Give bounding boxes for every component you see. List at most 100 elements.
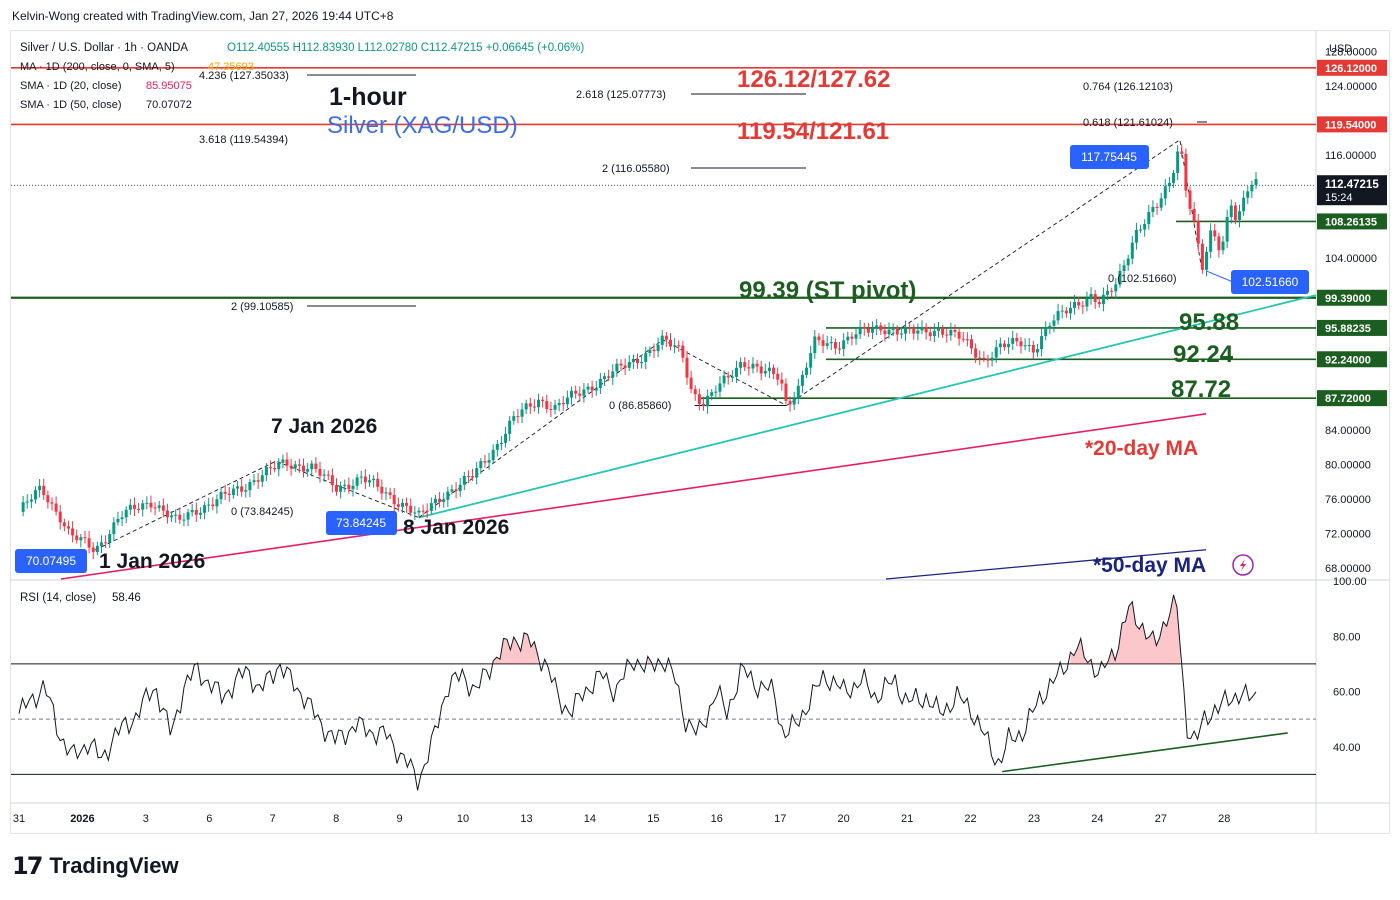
- candle[interactable]: [800, 374, 804, 386]
- candle[interactable]: [1052, 320, 1056, 326]
- candle[interactable]: [1081, 305, 1085, 307]
- price-tag[interactable]: [1317, 289, 1387, 306]
- candle[interactable]: [1035, 349, 1039, 353]
- candle[interactable]: [1242, 197, 1246, 212]
- candle[interactable]: [137, 508, 141, 510]
- callout-low-jan1[interactable]: 70.07495: [15, 549, 87, 573]
- candle[interactable]: [1184, 153, 1188, 191]
- candle[interactable]: [994, 347, 998, 358]
- candle[interactable]: [384, 492, 388, 494]
- candle[interactable]: [1118, 270, 1122, 285]
- candle[interactable]: [504, 433, 508, 443]
- candle[interactable]: [644, 353, 648, 363]
- candle[interactable]: [701, 403, 705, 407]
- candle[interactable]: [718, 383, 722, 392]
- candle[interactable]: [46, 495, 50, 503]
- candle[interactable]: [285, 459, 289, 466]
- candle[interactable]: [1233, 205, 1237, 220]
- candle[interactable]: [95, 545, 99, 553]
- candle[interactable]: [417, 510, 421, 513]
- candle[interactable]: [42, 485, 46, 496]
- candle[interactable]: [318, 468, 322, 476]
- candle[interactable]: [1027, 345, 1031, 347]
- candle[interactable]: [409, 505, 413, 513]
- candle[interactable]: [714, 391, 718, 393]
- candle[interactable]: [79, 537, 83, 541]
- candle[interactable]: [1122, 265, 1126, 271]
- candle[interactable]: [871, 328, 875, 333]
- candle[interactable]: [668, 339, 672, 347]
- candle[interactable]: [730, 376, 734, 378]
- callout-low[interactable]: 102.51660: [1231, 270, 1309, 294]
- candle[interactable]: [405, 502, 409, 506]
- candle[interactable]: [1064, 310, 1068, 314]
- candle[interactable]: [1019, 341, 1023, 347]
- candle[interactable]: [862, 326, 866, 329]
- candle[interactable]: [182, 519, 186, 521]
- candle[interactable]: [813, 336, 817, 354]
- candle[interactable]: [920, 326, 924, 331]
- ma20-line[interactable]: [60, 413, 1207, 580]
- candle[interactable]: [165, 510, 169, 518]
- candle[interactable]: [883, 330, 887, 335]
- candle[interactable]: [953, 329, 957, 332]
- candle[interactable]: [982, 357, 986, 359]
- price-tag[interactable]: [1317, 319, 1387, 336]
- candle[interactable]: [128, 504, 132, 510]
- candle[interactable]: [545, 401, 549, 410]
- candle[interactable]: [310, 463, 314, 470]
- candle[interactable]: [615, 363, 619, 372]
- candle[interactable]: [1031, 345, 1035, 353]
- candle[interactable]: [747, 367, 751, 369]
- candle[interactable]: [1048, 325, 1052, 328]
- candle[interactable]: [186, 512, 190, 520]
- candle[interactable]: [425, 510, 429, 512]
- candle[interactable]: [236, 486, 240, 489]
- candle[interactable]: [912, 329, 916, 334]
- candle[interactable]: [879, 325, 883, 331]
- candle[interactable]: [322, 474, 326, 476]
- candle[interactable]: [648, 349, 652, 354]
- candle[interactable]: [87, 538, 91, 548]
- candle[interactable]: [1068, 307, 1072, 314]
- candle[interactable]: [941, 328, 945, 335]
- candle[interactable]: [1085, 298, 1089, 307]
- candle[interactable]: [937, 328, 941, 331]
- candle[interactable]: [887, 329, 891, 335]
- candle[interactable]: [21, 502, 25, 512]
- candle[interactable]: [755, 363, 759, 367]
- candle[interactable]: [413, 512, 417, 514]
- candle[interactable]: [429, 503, 433, 511]
- candle[interactable]: [693, 389, 697, 395]
- candle[interactable]: [1011, 338, 1015, 344]
- candle[interactable]: [334, 485, 338, 492]
- candle[interactable]: [124, 509, 128, 518]
- candle[interactable]: [277, 462, 281, 470]
- candle[interactable]: [170, 515, 174, 518]
- candle[interactable]: [866, 328, 870, 333]
- candle[interactable]: [858, 326, 862, 335]
- candle[interactable]: [330, 475, 334, 486]
- candle[interactable]: [99, 542, 103, 546]
- candle[interactable]: [520, 409, 524, 417]
- candle[interactable]: [817, 336, 821, 341]
- last-price-tag[interactable]: [1317, 175, 1387, 206]
- candle[interactable]: [607, 376, 611, 378]
- candle[interactable]: [355, 477, 359, 486]
- candle[interactable]: [557, 402, 561, 406]
- candle[interactable]: [891, 329, 895, 331]
- candle[interactable]: [578, 393, 582, 396]
- candle[interactable]: [1089, 294, 1093, 299]
- candle[interactable]: [1238, 211, 1242, 220]
- candle[interactable]: [652, 349, 656, 352]
- candle[interactable]: [306, 469, 310, 472]
- candle[interactable]: [297, 464, 301, 466]
- candle[interactable]: [149, 502, 153, 508]
- candle[interactable]: [660, 335, 664, 345]
- candle[interactable]: [636, 358, 639, 364]
- candle[interactable]: [734, 367, 738, 377]
- candle[interactable]: [475, 468, 479, 478]
- candle[interactable]: [466, 475, 470, 477]
- candle[interactable]: [1040, 336, 1044, 350]
- candle[interactable]: [821, 340, 825, 346]
